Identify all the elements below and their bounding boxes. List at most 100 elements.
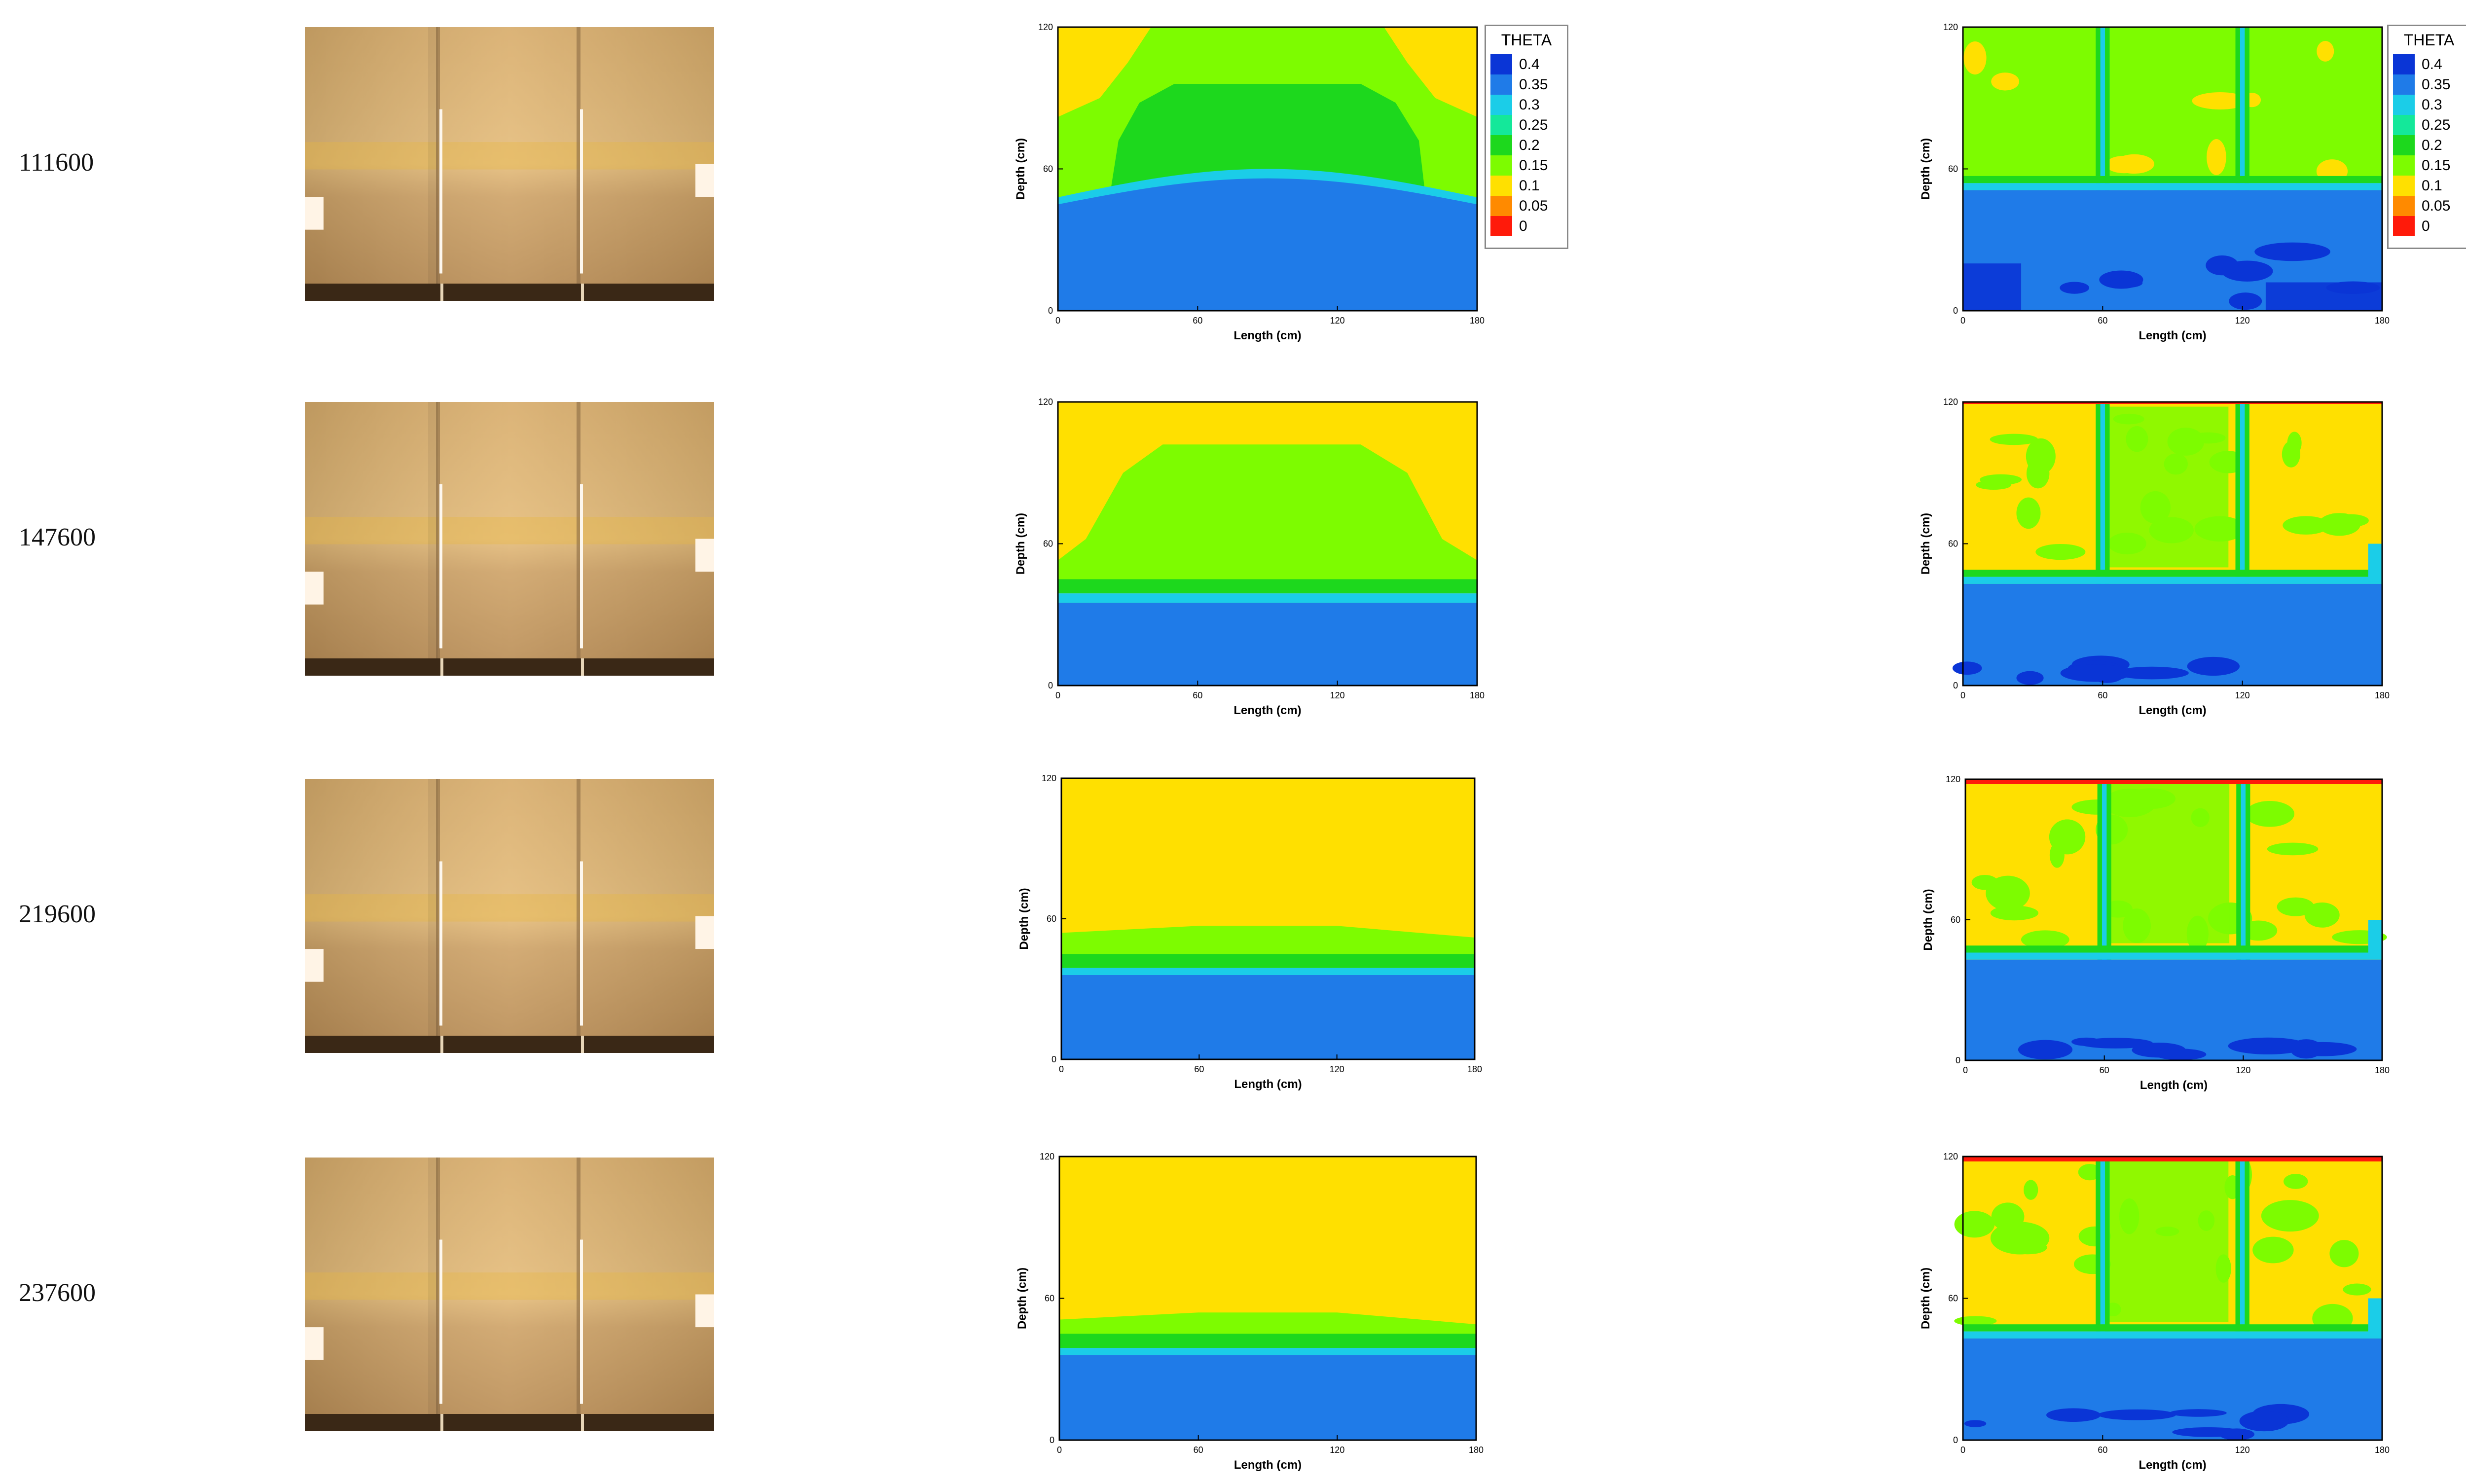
- x-axis-label: Length (cm): [1233, 704, 1301, 717]
- x-tick-label: 120: [1330, 1445, 1344, 1455]
- x-tick-label: 60: [2098, 316, 2107, 326]
- y-tick-label: 0: [1052, 1054, 1056, 1064]
- row-label-1: 111600: [19, 148, 94, 177]
- measured-theta-plot: 0 60 120 180 0 60 120 Length (cm) Depth (cm): [1922, 774, 2390, 1092]
- y-axis-label: Depth (cm): [1015, 1267, 1029, 1329]
- legend-label: 0.3: [2422, 97, 2442, 113]
- simulated-theta-plot: 0 60 120 180 0 60 120 Length (cm) Depth (cm): [1015, 1152, 1484, 1472]
- x-tick-label: 180: [2375, 316, 2390, 326]
- legend-label: 0.35: [1519, 76, 1548, 93]
- legend-swatch: [1490, 54, 1512, 74]
- x-axis-label: Length (cm): [2139, 329, 2206, 342]
- legend-swatch: [1490, 216, 1512, 236]
- y-tick-label: 60: [1951, 915, 1960, 925]
- x-tick-label: 60: [1193, 690, 1202, 700]
- y-tick-label: 120: [1038, 397, 1053, 407]
- theta-legend: THETA 0.4 0.35 0.3 0.25 0.2 0.15 0.1 0.05 0: [1485, 25, 1568, 249]
- legend-label: 0.2: [1519, 137, 1540, 153]
- legend-label: 0.1: [1519, 178, 1540, 194]
- x-tick-label: 180: [2375, 690, 2390, 700]
- x-tick-label: 120: [1330, 690, 1345, 700]
- x-tick-label: 180: [1467, 1064, 1482, 1074]
- legend-label: 0.3: [1519, 97, 1540, 113]
- x-axis-label: Length (cm): [2140, 1079, 2208, 1092]
- legend-swatch: [1490, 115, 1512, 135]
- y-tick-label: 120: [1943, 397, 1958, 407]
- x-tick-label: 120: [1330, 316, 1345, 326]
- y-tick-label: 120: [1038, 22, 1053, 32]
- y-tick-label: 0: [1953, 306, 1958, 316]
- x-tick-label: 0: [1963, 1065, 1968, 1075]
- legend-swatch: [2393, 135, 2415, 155]
- x-tick-label: 180: [1469, 1445, 1484, 1455]
- x-tick-label: 60: [1194, 1445, 1203, 1455]
- legend-title: THETA: [1501, 31, 1552, 49]
- measured-theta-plot: 0 60 120 180 0 60 120 Length (cm) Depth (cm): [1919, 22, 2390, 342]
- legend-swatch: [2393, 196, 2415, 216]
- y-tick-label: 0: [1048, 306, 1053, 316]
- x-axis-label: Length (cm): [1234, 1078, 1302, 1091]
- x-tick-label: 60: [2098, 690, 2107, 700]
- y-tick-label: 0: [1953, 681, 1958, 690]
- legend-swatch: [1490, 95, 1512, 115]
- x-tick-label: 60: [1194, 1064, 1204, 1074]
- legend-label: 0.15: [2422, 157, 2450, 174]
- y-axis-label: Depth (cm): [1919, 138, 1932, 200]
- x-axis-label: Length (cm): [1234, 1458, 1302, 1472]
- sand-tank-photo: [305, 1158, 714, 1431]
- y-axis-label: Depth (cm): [1919, 513, 1932, 575]
- y-axis-label: Depth (cm): [1017, 888, 1031, 949]
- y-tick-label: 60: [1043, 164, 1053, 174]
- y-axis-label: Depth (cm): [1919, 1267, 1932, 1329]
- x-tick-label: 0: [1960, 1445, 1965, 1455]
- sand-tank-photo: [305, 27, 714, 301]
- legend-swatch: [2393, 74, 2415, 95]
- y-axis-label: Depth (cm): [1922, 889, 1935, 950]
- legend-swatch: [1490, 135, 1512, 155]
- x-tick-label: 120: [2236, 1065, 2250, 1075]
- x-tick-label: 120: [2235, 316, 2250, 326]
- y-tick-label: 0: [1050, 1435, 1054, 1445]
- legend-label: 0.1: [2422, 178, 2442, 194]
- x-tick-label: 0: [1055, 316, 1060, 326]
- legend-swatch: [1490, 155, 1512, 176]
- x-tick-label: 180: [1470, 316, 1485, 326]
- legend-swatch: [2393, 95, 2415, 115]
- legend-swatch: [2393, 54, 2415, 74]
- legend-label: 0.2: [2422, 137, 2442, 153]
- x-tick-label: 0: [1059, 1064, 1064, 1074]
- row-label-2: 147600: [19, 523, 96, 551]
- legend-title: THETA: [2404, 31, 2455, 49]
- legend-swatch: [2393, 176, 2415, 196]
- legend-label: 0.35: [2422, 76, 2450, 93]
- legend-label: 0.4: [1519, 56, 1540, 72]
- y-tick-label: 60: [1045, 1294, 1054, 1303]
- x-tick-label: 120: [2235, 1445, 2250, 1455]
- y-tick-label: 120: [1943, 1152, 1958, 1161]
- measured-theta-plot: 0 60 120 180 0 60 120 Length (cm) Depth (cm): [1919, 397, 2390, 717]
- legend-label: 0: [2422, 218, 2430, 234]
- sand-tank-photo: [305, 402, 714, 676]
- x-tick-label: 0: [1960, 690, 1965, 700]
- legend-swatch: [2393, 115, 2415, 135]
- x-tick-label: 60: [2100, 1065, 2109, 1075]
- y-tick-label: 0: [1953, 1435, 1958, 1445]
- x-tick-label: 60: [2098, 1445, 2107, 1455]
- y-tick-label: 0: [1048, 681, 1053, 690]
- y-tick-label: 60: [1948, 164, 1958, 174]
- row-label-3: 219600: [19, 900, 96, 928]
- y-tick-label: 60: [1948, 1294, 1958, 1303]
- legend-label: 0.25: [2422, 117, 2450, 133]
- row-label-4: 237600: [19, 1279, 96, 1307]
- legend-label: 0.05: [1519, 198, 1548, 214]
- sand-tank-photo: [305, 779, 714, 1053]
- y-tick-label: 120: [1042, 773, 1056, 783]
- y-tick-label: 60: [1948, 539, 1958, 549]
- x-tick-label: 180: [2375, 1445, 2390, 1455]
- legend-label: 0.15: [1519, 157, 1548, 174]
- y-axis-label: Depth (cm): [1014, 138, 1027, 200]
- y-tick-label: 120: [1946, 774, 1960, 784]
- y-tick-label: 120: [1943, 22, 1958, 32]
- x-axis-label: Length (cm): [2139, 1458, 2206, 1472]
- legend-swatch: [2393, 155, 2415, 176]
